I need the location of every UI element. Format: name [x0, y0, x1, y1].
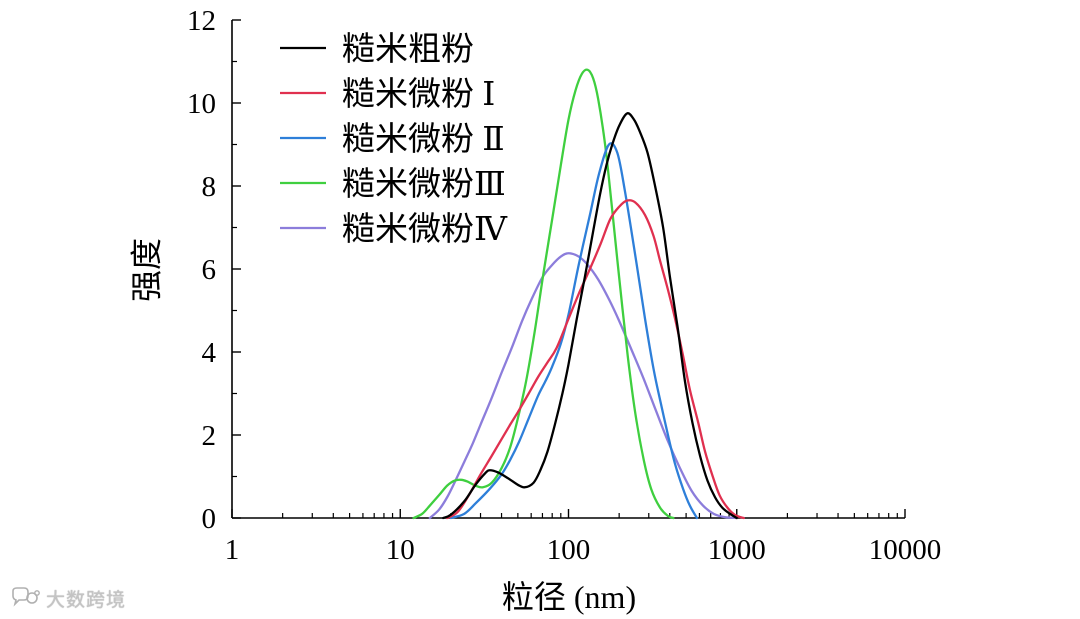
legend-label: 糙米微粉 Ⅰ [342, 76, 495, 113]
series-line [428, 252, 738, 520]
y-tick-label: 12 [187, 5, 216, 37]
x-tick-label: 1000 [708, 534, 766, 566]
series-line [412, 68, 675, 520]
x-tick-label: 100 [547, 534, 591, 566]
axes [231, 20, 905, 519]
legend-item: 糙米微粉Ⅳ [280, 211, 508, 248]
tick-labels: 1 10 100 1000 10000 0 2 4 6 8 10 12 [187, 5, 941, 566]
legend-label: 糙米粗粉 [342, 31, 474, 68]
x-tick-label: 1 [225, 534, 240, 566]
legend-label: 糙米微粉Ⅳ [342, 211, 508, 248]
x-axis-title: 粒径 (nm) [502, 579, 636, 615]
legend-item: 糙米微粉Ⅲ [280, 166, 506, 203]
series-lines [412, 68, 745, 520]
x-tick-label: 10000 [869, 534, 942, 566]
chat-bubbles-logo-icon [12, 587, 40, 607]
watermark: 大数跨境 [10, 584, 126, 612]
y-axis-title: 强度 [128, 238, 164, 302]
y-tick-label: 0 [202, 503, 217, 535]
watermark-text: 大数跨境 [46, 588, 127, 611]
legend-label: 糙米微粉 Ⅱ [342, 121, 505, 158]
y-tick-label: 4 [202, 337, 217, 369]
legend-item: 糙米粗粉 [280, 31, 474, 68]
ticks [231, 19, 906, 519]
y-tick-label: 10 [187, 88, 216, 120]
legend-label: 糙米微粉Ⅲ [342, 166, 506, 203]
legend-item: 糙米微粉 Ⅱ [280, 121, 505, 158]
y-tick-label: 2 [202, 420, 217, 452]
y-tick-label: 6 [202, 254, 217, 286]
series-line [446, 199, 745, 520]
series-line [449, 142, 699, 520]
y-tick-label: 8 [202, 171, 217, 203]
series-line [442, 112, 738, 520]
x-tick-label: 10 [386, 534, 415, 566]
legend-item: 糙米微粉 Ⅰ [280, 76, 495, 113]
